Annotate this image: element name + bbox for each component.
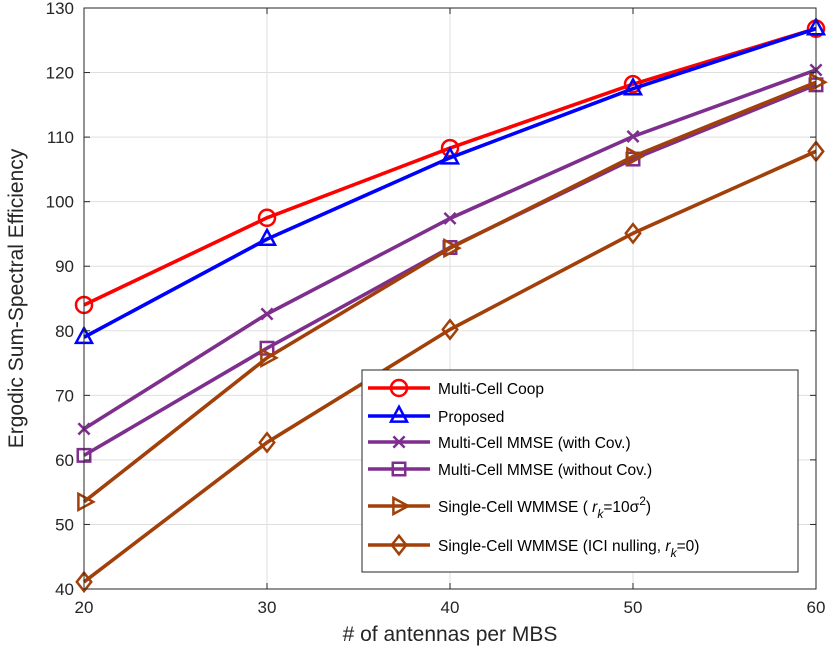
y-tick-label: 80 bbox=[55, 322, 74, 341]
data-point-marker bbox=[443, 238, 462, 259]
legend-label: Single-Cell WMMSE ( rk​=10σ2​) bbox=[438, 494, 651, 521]
data-point-marker bbox=[626, 146, 645, 167]
legend-entry: Single-Cell WMMSE ( rk​=10σ2​) bbox=[368, 494, 651, 521]
y-tick-label: 50 bbox=[55, 515, 74, 534]
axis-ticks: 20 30 40 50 60 40 50 60 70 80 90 100 110 120 130 bbox=[46, 0, 826, 617]
y-tick-label: 70 bbox=[55, 386, 74, 405]
legend-label: Proposed bbox=[438, 409, 504, 426]
y-tick-label: 120 bbox=[46, 64, 74, 83]
x-axis-title: # of antennas per MBS bbox=[343, 623, 558, 646]
legend-box bbox=[361, 369, 799, 573]
series-line bbox=[82, 80, 817, 504]
legend-swatch-marker bbox=[391, 461, 407, 477]
x-tick-label: 20 bbox=[75, 598, 94, 617]
legend-swatch-marker bbox=[390, 533, 408, 557]
legend-entry: Single-Cell WMMSE (ICI nulling, rk​=0) bbox=[368, 533, 699, 560]
data-point-marker bbox=[443, 211, 457, 225]
legend-label: Multi-Cell MMSE (without Cov.) bbox=[438, 462, 652, 479]
data-point-marker bbox=[260, 307, 274, 321]
y-tick-label: 40 bbox=[55, 580, 74, 599]
data-point-marker bbox=[626, 129, 640, 143]
data-point-marker bbox=[260, 347, 279, 368]
y-tick-label: 90 bbox=[55, 257, 74, 276]
legend-entry: Proposed bbox=[368, 404, 504, 426]
data-point-marker bbox=[258, 431, 276, 454]
legend-swatch-marker bbox=[389, 378, 409, 398]
legend-swatch-marker bbox=[392, 495, 411, 517]
data-point-marker bbox=[75, 570, 93, 594]
legend-swatch-marker bbox=[392, 435, 406, 449]
series-6 bbox=[75, 140, 825, 594]
x-tick-label: 60 bbox=[807, 598, 826, 617]
x-tick-label: 50 bbox=[624, 598, 643, 617]
series-line bbox=[82, 149, 817, 584]
data-point-marker bbox=[441, 318, 459, 341]
legend-entry: Multi-Cell MMSE (without Cov.) bbox=[368, 461, 652, 479]
data-point-marker bbox=[257, 208, 277, 228]
data-point-marker bbox=[622, 76, 644, 96]
series-layer bbox=[73, 16, 828, 594]
data-point-marker bbox=[256, 227, 278, 246]
data-point-marker bbox=[809, 72, 828, 93]
legend-swatch-marker bbox=[388, 404, 410, 423]
y-tick-label: 110 bbox=[47, 128, 74, 147]
data-point-marker bbox=[77, 491, 96, 512]
legend-label: Multi-Cell Coop bbox=[438, 381, 544, 398]
x-tick-label: 30 bbox=[258, 598, 277, 617]
legend-label: Multi-Cell MMSE (with Cov.) bbox=[438, 435, 631, 452]
y-tick-label: 60 bbox=[55, 451, 74, 470]
y-axis-title: Ergodic Sum-Spectral Efficiency bbox=[5, 148, 28, 448]
y-tick-label: 130 bbox=[46, 0, 74, 18]
legend: Multi-Cell Coop Proposed Multi-Cell MMSE (… bbox=[361, 369, 799, 573]
data-point-marker bbox=[439, 145, 461, 165]
y-tick-label: 100 bbox=[46, 193, 74, 212]
data-point-marker bbox=[624, 222, 642, 245]
legend-entry: Multi-Cell MMSE (with Cov.) bbox=[368, 435, 631, 452]
legend-label: Single-Cell WMMSE (ICI nulling, rk​=0) bbox=[438, 538, 699, 560]
legend-entry: Multi-Cell Coop bbox=[368, 378, 544, 398]
x-tick-label: 40 bbox=[441, 598, 460, 617]
series-5 bbox=[77, 72, 828, 512]
series-line bbox=[83, 26, 817, 339]
